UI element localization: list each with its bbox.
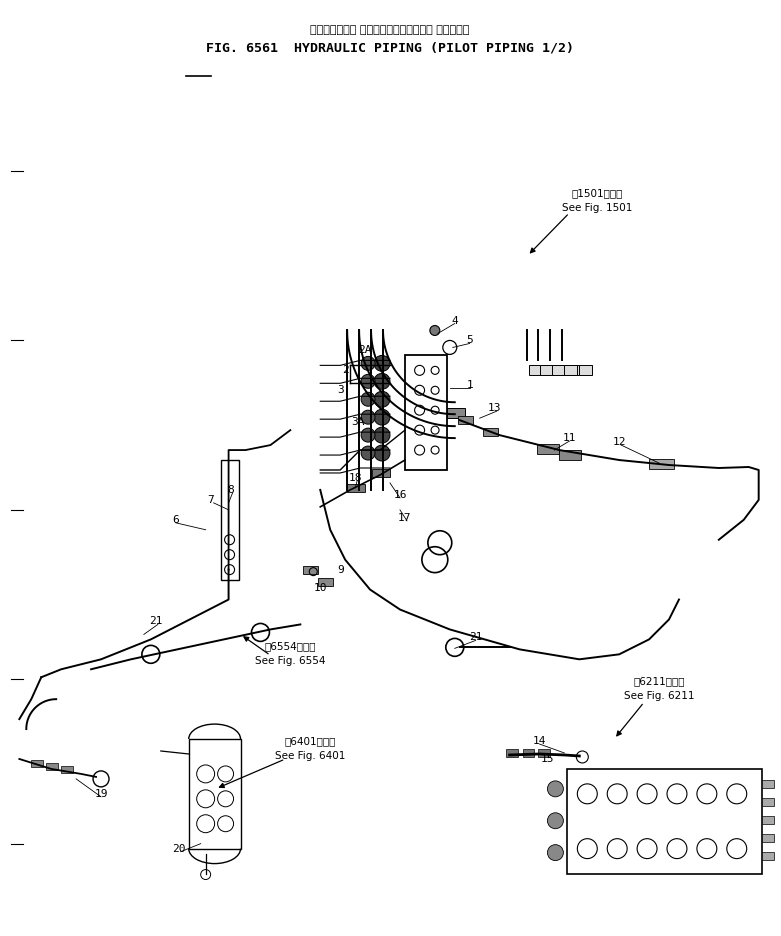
Text: 第1501図参照: 第1501図参照 bbox=[572, 188, 623, 198]
Text: 2A: 2A bbox=[358, 345, 372, 356]
Circle shape bbox=[361, 392, 375, 406]
Circle shape bbox=[374, 391, 390, 407]
Text: See Fig. 6211: See Fig. 6211 bbox=[624, 691, 694, 701]
Circle shape bbox=[361, 446, 375, 460]
Text: 8: 8 bbox=[227, 485, 234, 495]
Text: 5: 5 bbox=[466, 335, 473, 345]
Text: 21: 21 bbox=[149, 617, 162, 626]
Text: 14: 14 bbox=[533, 736, 546, 746]
Text: 第6211図参照: 第6211図参照 bbox=[633, 676, 685, 686]
Text: 15: 15 bbox=[540, 754, 555, 764]
Text: 3A: 3A bbox=[351, 417, 365, 427]
Text: 17: 17 bbox=[398, 513, 412, 523]
Bar bbox=[348, 484, 365, 492]
Circle shape bbox=[361, 410, 375, 424]
Text: 21: 21 bbox=[469, 633, 483, 642]
Text: 第6554図参照: 第6554図参照 bbox=[265, 641, 316, 651]
Circle shape bbox=[374, 409, 390, 425]
Bar bbox=[540, 365, 554, 375]
Bar bbox=[46, 763, 59, 770]
Circle shape bbox=[547, 844, 563, 860]
Bar bbox=[483, 428, 497, 436]
Text: 7: 7 bbox=[207, 495, 214, 505]
Bar bbox=[61, 766, 73, 773]
Text: 11: 11 bbox=[562, 433, 576, 443]
Bar bbox=[447, 408, 465, 418]
Circle shape bbox=[361, 357, 375, 371]
Bar bbox=[372, 469, 390, 477]
Text: 13: 13 bbox=[488, 403, 501, 413]
Circle shape bbox=[430, 326, 440, 335]
Circle shape bbox=[547, 812, 563, 828]
Text: See Fig. 6554: See Fig. 6554 bbox=[255, 656, 326, 666]
Bar bbox=[649, 459, 674, 469]
Bar bbox=[537, 444, 559, 454]
Bar bbox=[31, 760, 43, 767]
Text: 1: 1 bbox=[466, 380, 473, 390]
Bar bbox=[303, 565, 319, 574]
Text: 18: 18 bbox=[348, 473, 362, 483]
Text: See Fig. 1501: See Fig. 1501 bbox=[562, 203, 633, 212]
Bar bbox=[538, 749, 551, 757]
Bar bbox=[567, 365, 580, 375]
Bar bbox=[580, 365, 592, 375]
Circle shape bbox=[374, 356, 390, 372]
Text: 10: 10 bbox=[313, 582, 327, 592]
Circle shape bbox=[374, 373, 390, 389]
Text: See Fig. 6401: See Fig. 6401 bbox=[275, 751, 345, 761]
Bar bbox=[761, 852, 774, 859]
Text: FIG. 6561  HYDRAULIC PIPING (PILOT PIPING 1/2): FIG. 6561 HYDRAULIC PIPING (PILOT PIPING… bbox=[206, 41, 574, 54]
Bar bbox=[522, 749, 534, 757]
Bar bbox=[565, 365, 577, 375]
Bar bbox=[761, 797, 774, 806]
Text: 9: 9 bbox=[337, 564, 344, 575]
Text: 2: 2 bbox=[342, 365, 348, 375]
Bar bbox=[761, 816, 774, 824]
Bar bbox=[552, 365, 565, 375]
Bar bbox=[761, 780, 774, 788]
Text: 19: 19 bbox=[95, 789, 108, 798]
Text: 4: 4 bbox=[451, 315, 458, 326]
Bar bbox=[220, 460, 238, 579]
Text: 16: 16 bbox=[393, 490, 407, 500]
Bar bbox=[405, 356, 447, 470]
Bar bbox=[555, 365, 569, 375]
Bar bbox=[567, 769, 761, 873]
Bar bbox=[529, 365, 541, 375]
Bar bbox=[458, 417, 473, 424]
Circle shape bbox=[374, 427, 390, 443]
Bar bbox=[544, 365, 556, 375]
Text: 6: 6 bbox=[173, 515, 179, 525]
Text: 3: 3 bbox=[337, 386, 344, 395]
Bar bbox=[505, 749, 518, 757]
Circle shape bbox=[547, 781, 563, 797]
Bar bbox=[559, 450, 581, 460]
Bar bbox=[761, 834, 774, 841]
Text: 第6401図参照: 第6401図参照 bbox=[284, 736, 336, 746]
Bar bbox=[189, 739, 241, 849]
Bar bbox=[319, 578, 333, 586]
Text: ハイドロリック パイピング　パイロット パイピング: ハイドロリック パイピング パイロット パイピング bbox=[310, 24, 469, 35]
Circle shape bbox=[361, 374, 375, 388]
Circle shape bbox=[361, 428, 375, 442]
Text: 20: 20 bbox=[172, 843, 186, 854]
Circle shape bbox=[374, 446, 390, 461]
Text: 12: 12 bbox=[612, 437, 626, 447]
